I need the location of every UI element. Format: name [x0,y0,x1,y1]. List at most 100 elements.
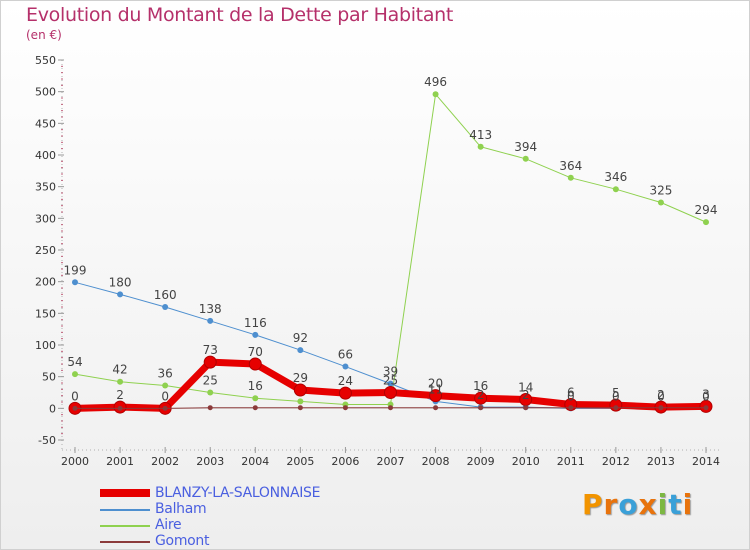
data-point-aire [162,382,169,389]
data-point-blanzy [248,357,262,371]
data-label-blanzy: 14 [518,380,533,394]
legend-swatch-gomont [100,541,150,543]
data-label-blanzy: 2 [657,388,665,402]
data-point-gomont [703,405,709,411]
data-point-gomont [117,405,123,411]
data-label-aire: 394 [514,140,537,154]
y-tick-label: 0 [49,402,56,415]
x-tick-label: 2009 [467,455,495,468]
data-label-balham: 66 [338,348,353,362]
data-label-blanzy: 70 [248,345,263,359]
data-point-aire [567,174,574,181]
data-point-aire [432,91,439,98]
data-point-gomont [433,405,439,411]
y-tick-label: 50 [42,371,56,384]
data-label-aire: 364 [559,159,582,173]
data-label-balham: 0 [657,389,665,403]
x-tick-label: 2002 [151,455,179,468]
data-point-gomont [342,405,348,411]
legend-swatch-balham [100,509,150,511]
data-label-balham: 39 [383,365,398,379]
legend-label-gomont: Gomont [155,533,210,549]
data-label-balham: 0 [702,389,710,403]
series-line-aire [74,93,707,406]
data-label-balham: 180 [109,275,132,289]
data-label-balham: 92 [293,331,308,345]
data-label-blanzy: 29 [293,371,308,385]
data-label-aire: 413 [469,128,492,142]
x-tick-label: 2006 [331,455,359,468]
data-label-balham: 2 [477,388,485,402]
data-label-blanzy: 0 [161,389,169,403]
x-tick-label: 2014 [692,455,720,468]
data-point-blanzy [474,391,488,405]
data-point-aire [657,199,664,206]
brand-letter: i [682,488,694,521]
brand-letter: r [603,488,619,521]
brand-logo: Proxiti [582,488,693,521]
x-tick-label: 2013 [647,455,675,468]
y-tick-label: 350 [35,181,56,194]
data-point-gomont [658,405,664,411]
x-tick-label: 2008 [422,455,450,468]
data-point-gomont [207,405,213,411]
data-label-blanzy: 73 [203,343,218,357]
data-label-blanzy: 5 [612,386,620,400]
data-label-blanzy: 3 [702,387,710,401]
y-tick-label: 150 [35,307,56,320]
data-point-blanzy [384,386,397,399]
brand-letter: x [638,488,658,521]
data-point-balham [117,291,124,298]
data-label-balham: 199 [64,263,87,277]
brand-letter: i [657,488,669,521]
data-point-gomont [478,405,484,411]
y-tick-label: 450 [35,117,56,130]
data-point-gomont [388,405,393,411]
y-tick-label: 550 [35,54,56,67]
data-point-aire [207,389,214,396]
x-tick-label: 2012 [602,455,630,468]
legend-swatch-aire [100,525,150,527]
data-label-blanzy: 24 [338,374,353,388]
legend-swatch-blanzy [100,489,150,497]
data-label-balham: 11 [428,382,443,396]
data-point-aire [612,186,619,193]
x-tick-label: 2007 [377,455,405,468]
data-label-blanzy: 2 [116,388,124,402]
legend-label-balham: Balham [155,501,207,517]
data-point-balham [342,363,349,370]
legend-label-aire: Aire [155,517,182,533]
y-tick-label: 400 [35,149,56,162]
data-point-blanzy [293,383,307,397]
data-label-balham: 116 [244,316,267,330]
data-point-blanzy [338,386,352,400]
data-label-balham: 138 [199,302,222,316]
y-tick-label: 300 [35,212,56,225]
x-tick-label: 2011 [557,455,585,468]
x-tick-label: 2004 [241,455,269,468]
data-point-gomont [568,405,574,411]
y-tick-label: 200 [35,276,56,289]
data-label-balham: 0 [612,389,620,403]
data-label-aire: 54 [67,355,82,369]
data-point-balham [387,380,394,387]
chart-title: Evolution du Montant de la Dette par Hab… [26,4,454,26]
data-point-gomont [72,405,78,411]
data-point-aire [703,219,709,226]
data-point-balham [252,331,259,338]
data-point-balham [72,279,78,286]
x-tick-label: 2001 [106,455,134,468]
data-point-aire [297,398,304,405]
data-label-aire: 36 [158,367,173,381]
x-tick-label: 2005 [286,455,314,468]
data-point-aire [522,155,529,162]
data-label-aire: 496 [424,75,447,89]
data-point-balham [162,304,169,310]
data-point-gomont [162,405,168,411]
x-tick-label: 2010 [512,455,540,468]
data-point-aire [72,371,78,378]
data-label-aire: 42 [112,363,127,377]
data-label-aire: 325 [649,184,672,198]
